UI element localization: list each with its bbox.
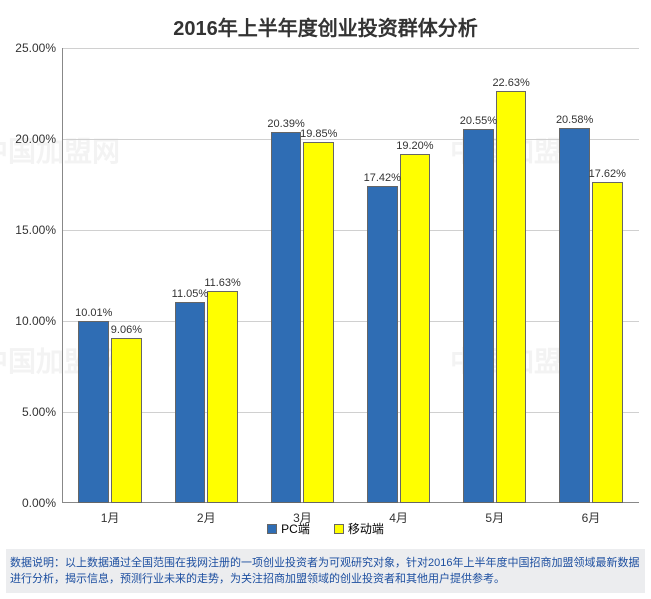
y-tick-label: 25.00% <box>15 41 62 55</box>
data-label: 17.62% <box>589 168 626 182</box>
bar: 22.63% <box>496 91 527 503</box>
y-tick-label: 5.00% <box>22 405 62 419</box>
y-tick-label: 15.00% <box>15 223 62 237</box>
data-label: 19.20% <box>396 140 433 154</box>
legend-item: PC端 <box>267 520 310 537</box>
bar: 20.55% <box>463 129 494 503</box>
data-label: 11.63% <box>204 277 241 291</box>
legend-swatch <box>334 524 344 534</box>
y-tick-label: 20.00% <box>15 132 62 146</box>
data-label: 20.58% <box>556 114 593 128</box>
data-label: 10.01% <box>75 307 112 321</box>
bar: 10.01% <box>78 321 109 503</box>
category-group: 17.42%19.20%4月 <box>351 48 447 503</box>
y-tick-label: 0.00% <box>22 496 62 510</box>
bar: 17.42% <box>367 186 398 503</box>
y-tick-label: 10.00% <box>15 314 62 328</box>
chart-container: 中国加盟网 中国加盟网 中国加盟网 中国加盟网 2016年上半年度创业投资群体分… <box>0 0 651 599</box>
bar: 19.85% <box>303 142 334 503</box>
category-group: 20.55%22.63%5月 <box>447 48 543 503</box>
chart-title: 2016年上半年度创业投资群体分析 <box>0 0 651 41</box>
data-label: 11.05% <box>172 288 209 302</box>
data-label: 20.55% <box>460 115 497 129</box>
data-label: 9.06% <box>111 324 142 338</box>
legend: PC端 移动端 <box>0 520 651 537</box>
footer-note: 数据说明：以上数据通过全国范围在我网注册的一项创业投资者为可观研究对象，针对20… <box>6 549 645 593</box>
footer-text: 数据说明：以上数据通过全国范围在我网注册的一项创业投资者为可观研究对象，针对20… <box>10 555 641 588</box>
legend-item: 移动端 <box>334 520 384 537</box>
bar: 20.39% <box>271 132 302 503</box>
category-group: 11.05%11.63%2月 <box>158 48 254 503</box>
plot-area: 0.00%5.00%10.00%15.00%20.00%25.00% 10.01… <box>62 48 639 503</box>
legend-swatch <box>267 524 277 534</box>
data-label: 19.85% <box>300 128 337 142</box>
bar: 11.05% <box>175 302 206 503</box>
bar: 19.20% <box>400 154 431 503</box>
bar: 20.58% <box>559 128 590 503</box>
bar: 9.06% <box>111 338 142 503</box>
category-group: 10.01%9.06%1月 <box>62 48 158 503</box>
category-group: 20.39%19.85%3月 <box>254 48 350 503</box>
legend-label: PC端 <box>281 520 310 537</box>
category-group: 20.58%17.62%6月 <box>543 48 639 503</box>
data-label: 22.63% <box>492 77 529 91</box>
bar: 17.62% <box>592 182 623 503</box>
legend-label: 移动端 <box>348 520 384 537</box>
bar: 11.63% <box>207 291 238 503</box>
data-label: 17.42% <box>364 172 401 186</box>
